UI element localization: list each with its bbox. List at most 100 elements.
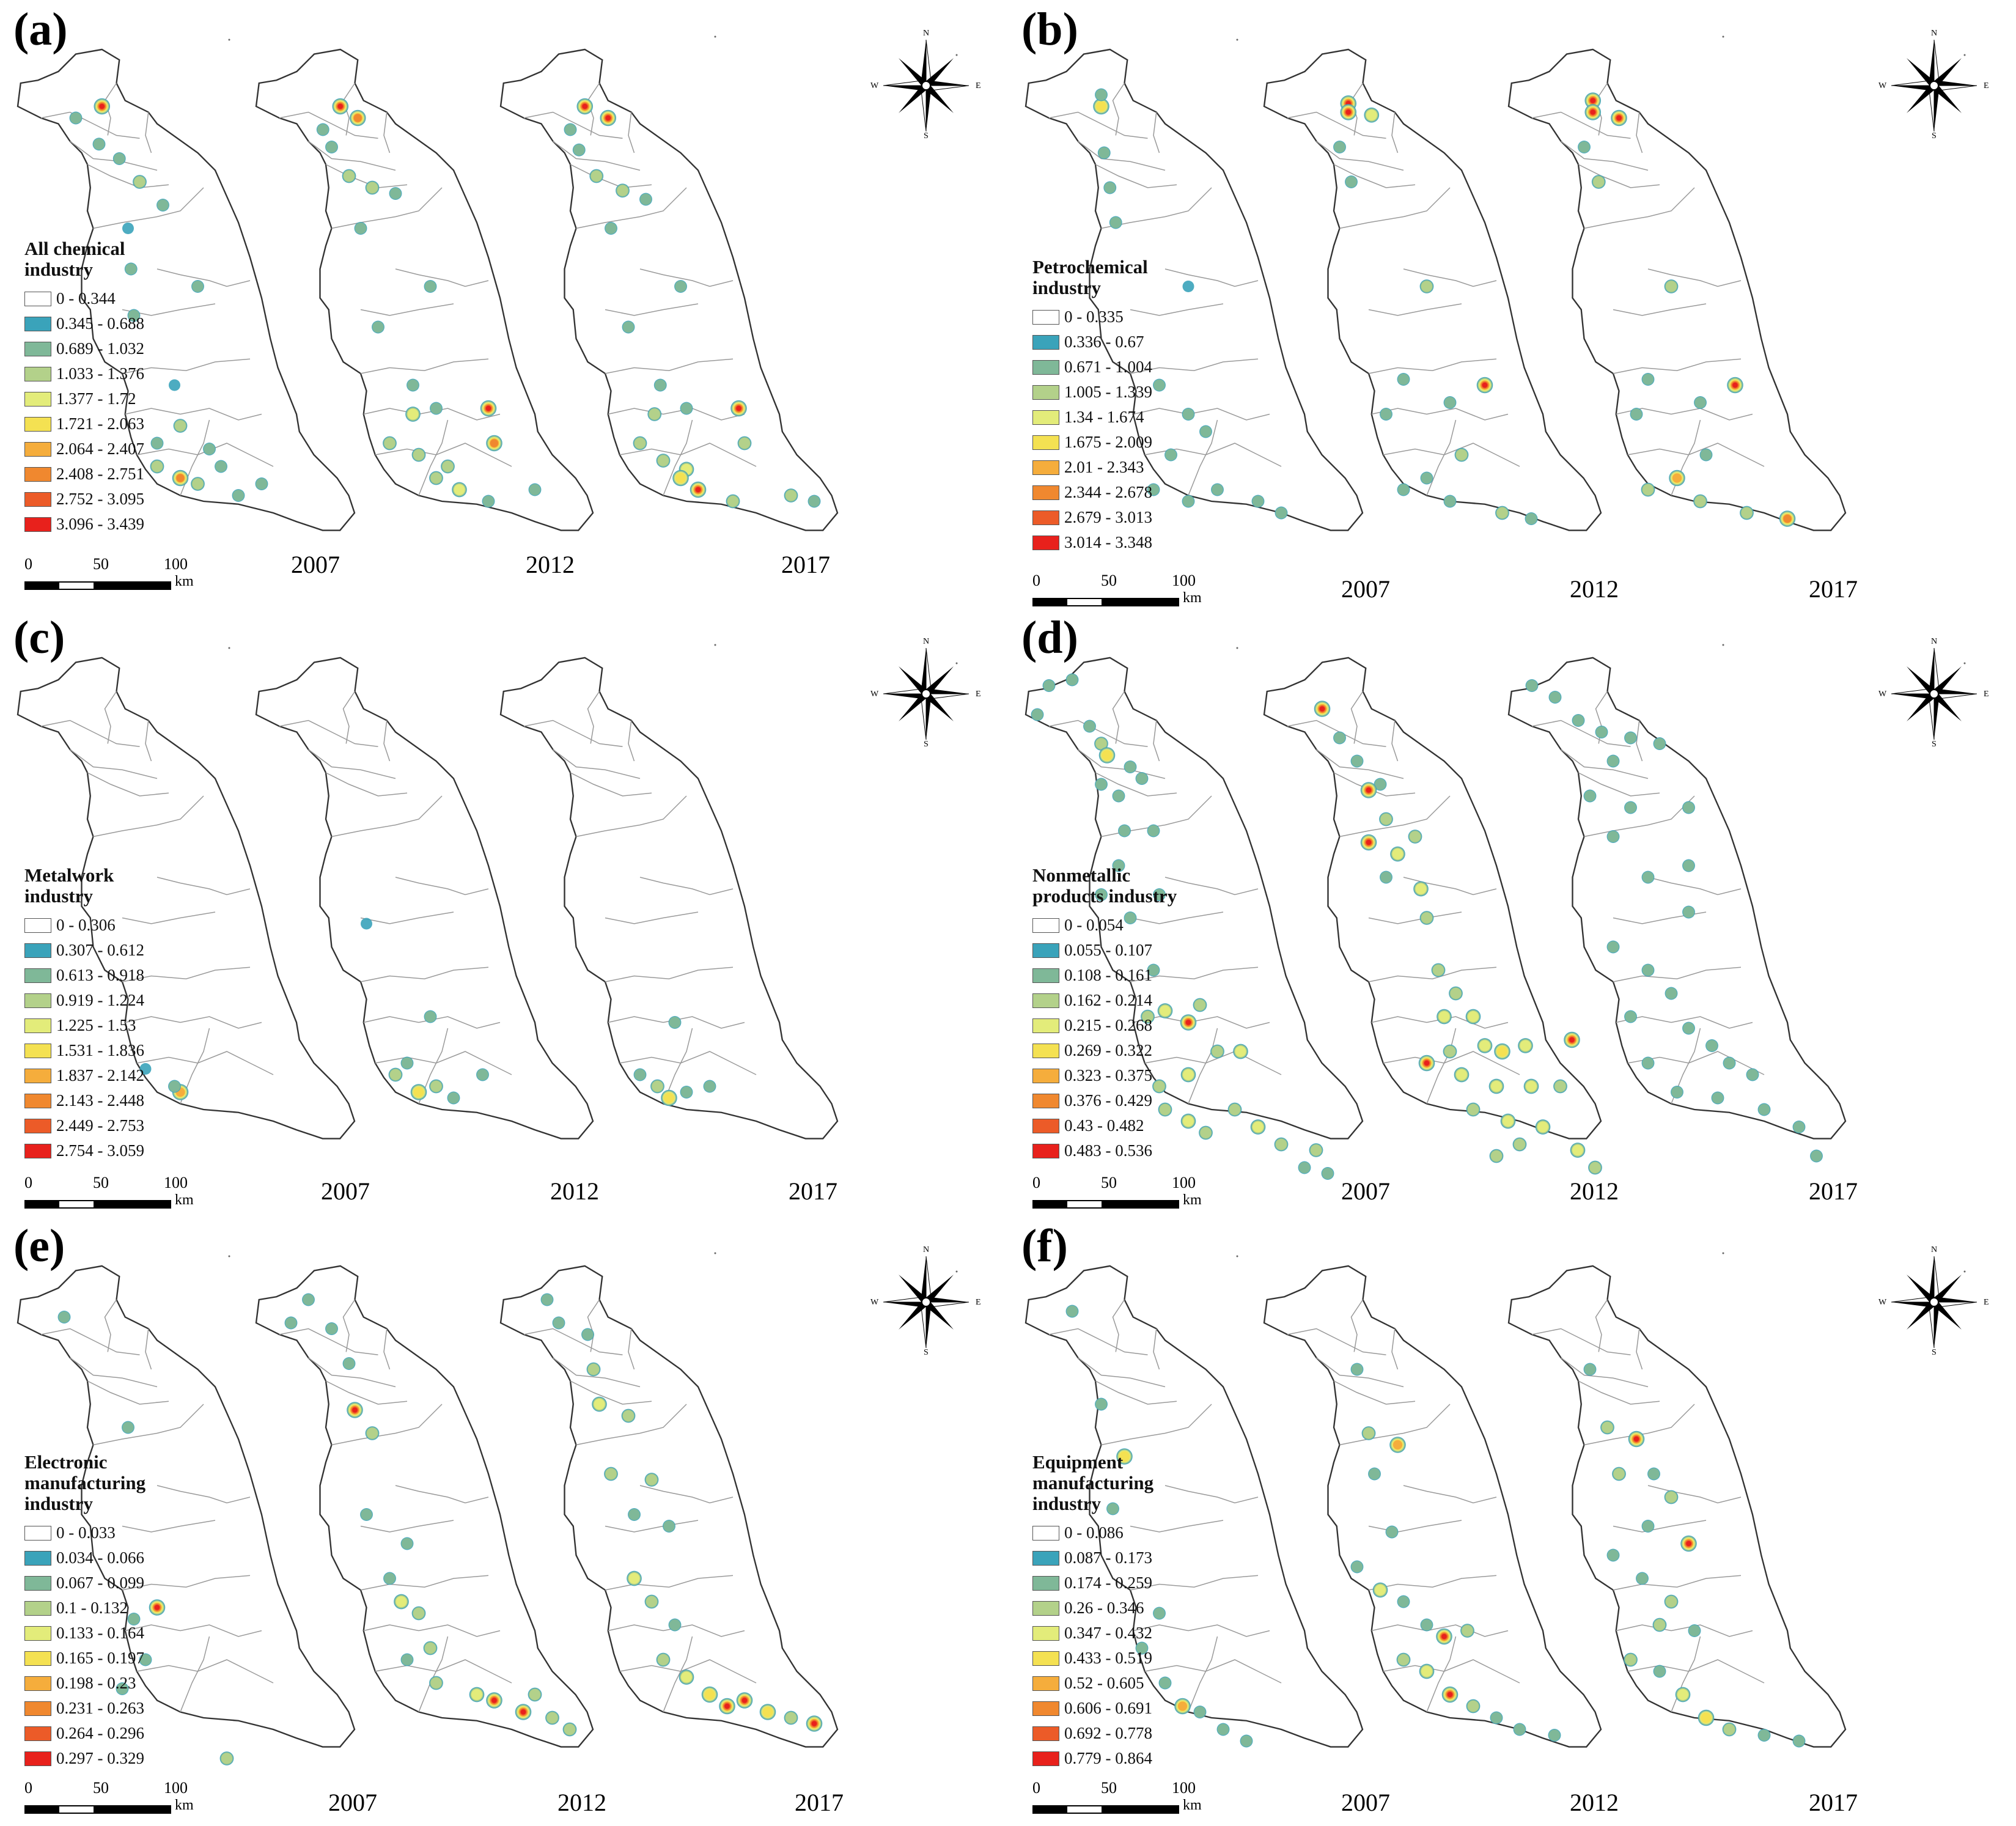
density-hotspot-core: [1665, 987, 1677, 1000]
district-boundary: [360, 911, 454, 924]
density-hotspot-core: [1153, 889, 1165, 900]
legend-swatch: [1032, 993, 1059, 1008]
scale-segment: [1032, 598, 1066, 606]
density-hotspot-core: [1636, 1572, 1648, 1585]
density-hotspot-core: [1602, 1421, 1613, 1434]
density-hotspot-core: [1124, 761, 1136, 773]
legend-row: 3.014 - 3.348: [1032, 530, 1152, 555]
density-hotspot-core: [1572, 715, 1584, 726]
density-hotspot-core: [1098, 147, 1110, 159]
compass-s-label: S: [924, 1348, 929, 1357]
density-hotspot-core: [128, 1613, 140, 1625]
density-hotspot-core: [1654, 1665, 1666, 1677]
district-boundary: [122, 966, 251, 982]
density-hotspot: [122, 223, 134, 235]
year-label-2017: 2017: [1809, 1789, 1858, 1816]
compass-w-label: W: [870, 81, 879, 90]
legend-swatch: [24, 441, 51, 457]
legend-row: 0.43 - 0.482: [1032, 1113, 1177, 1138]
district-boundary: [605, 966, 734, 982]
density-hotspot-core: [1124, 912, 1136, 924]
density-hotspot-core: [477, 1069, 488, 1081]
density-hotspot-core: [1319, 706, 1325, 712]
district-boundary: [1112, 691, 1125, 744]
density-hotspot-core: [590, 170, 602, 182]
density-hotspot-core: [1688, 1625, 1701, 1636]
district-boundary: [1078, 749, 1166, 779]
density-hotspot-core: [1182, 408, 1194, 420]
scale-tick-label: 100: [164, 555, 188, 573]
legend-swatch: [24, 993, 51, 1008]
density-hotspot-core: [1525, 513, 1537, 525]
compass-n-label: N: [923, 29, 930, 38]
density-hotspot: [1182, 281, 1194, 293]
district-boundary: [1368, 1520, 1462, 1533]
scale-segment: [1032, 1200, 1066, 1209]
density-hotspot-core: [1496, 1046, 1508, 1057]
legend-label: 0.52 - 0.605: [1064, 1674, 1144, 1692]
islet-marker: [1236, 1255, 1238, 1257]
density-hotspot-core: [430, 472, 442, 484]
region-outline: [255, 657, 594, 1139]
map-canvas: [1025, 35, 1966, 531]
compass-w-label: W: [1878, 1298, 1887, 1307]
district-boundary: [1130, 1575, 1259, 1591]
density-hotspot-core: [1672, 473, 1682, 483]
density-hotspot-core: [1380, 871, 1392, 883]
legend-swatch: [1032, 918, 1059, 933]
density-hotspot-core: [675, 281, 686, 292]
scale-segment: [58, 1200, 95, 1209]
legend-swatch: [24, 1676, 51, 1691]
density-hotspot-core: [285, 1317, 297, 1329]
region-outline: [255, 1265, 594, 1748]
density-hotspot-core: [1374, 778, 1386, 790]
density-hotspot-core: [113, 153, 125, 164]
density-hotspot-core: [1732, 382, 1738, 388]
density-hotspot-core: [785, 490, 797, 501]
scale-unit: km: [175, 1797, 194, 1813]
density-hotspot-core: [1253, 1121, 1264, 1133]
density-hotspot-core: [1119, 825, 1130, 837]
compass-n-label: N: [923, 1245, 930, 1254]
density-hotspot-core: [1455, 449, 1468, 461]
legend-label: 0.1 - 0.132: [56, 1599, 128, 1617]
legend-swatch: [1032, 1575, 1059, 1591]
year-label-2007: 2007: [321, 1177, 370, 1205]
density-hotspot-core: [640, 193, 652, 205]
district-boundary: [1426, 419, 1457, 496]
district-boundary: [1613, 358, 1742, 374]
density-hotspot-core: [401, 1654, 413, 1666]
legend-swatch: [24, 1043, 51, 1058]
legend-row: 0.606 - 0.691: [1032, 1696, 1153, 1721]
density-hotspot-core: [485, 405, 491, 411]
density-hotspot-core: [221, 1753, 233, 1764]
legend-row: 0.689 - 1.032: [24, 336, 144, 361]
density-hotspot-core: [1490, 1712, 1503, 1724]
district-boundary: [1350, 1299, 1364, 1352]
density-hotspot-core: [99, 103, 105, 109]
district-boundary: [1350, 691, 1364, 744]
legend-label: 0.606 - 0.691: [1064, 1699, 1152, 1717]
legend-title: Metalwork industry: [24, 864, 114, 907]
scale-tick-label: 0: [24, 555, 32, 573]
district-boundary: [639, 268, 734, 287]
scale-segment: [24, 581, 58, 590]
district-boundary: [40, 111, 140, 139]
density-hotspot-core: [1503, 1116, 1514, 1127]
density-hotspot-core: [1665, 1491, 1677, 1503]
density-hotspot-core: [355, 223, 367, 234]
legend-label: 0.26 - 0.346: [1064, 1599, 1144, 1617]
map-2017: [499, 48, 839, 531]
legend-row: 0.52 - 0.605: [1032, 1671, 1153, 1696]
density-hotspot-core: [546, 1712, 558, 1724]
legend-swatch: [1032, 1625, 1059, 1641]
region-outline: [1507, 657, 1847, 1139]
density-hotspot-core: [1665, 1596, 1677, 1608]
legend-label: 0.067 - 0.099: [56, 1574, 144, 1592]
compass-e-label: E: [976, 690, 981, 699]
district-boundary: [1095, 772, 1177, 797]
density-hotspot-core: [366, 1427, 378, 1439]
scale-unit: km: [1183, 590, 1202, 606]
district-boundary: [93, 1404, 204, 1446]
density-hotspot-core: [1613, 1468, 1625, 1480]
